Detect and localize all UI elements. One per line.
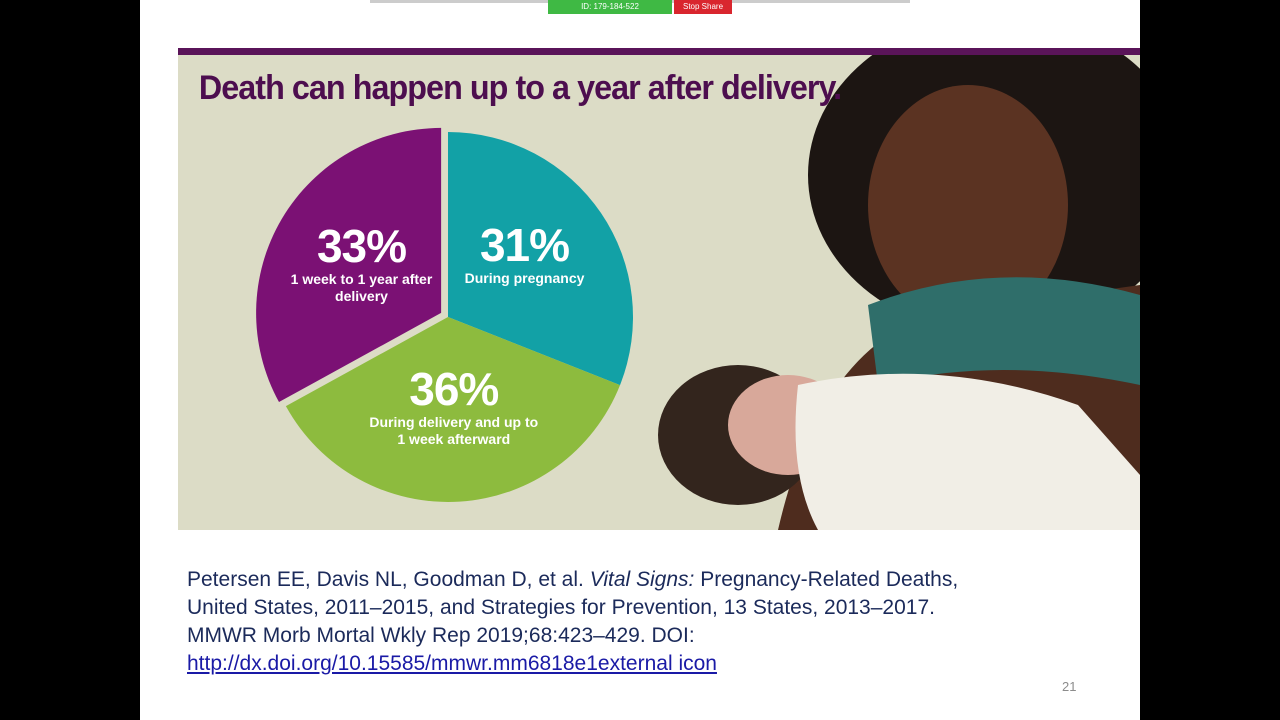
photo (658, 55, 1140, 530)
category-label: During pregnancy (464, 270, 585, 286)
authors: Petersen EE, Davis NL, Goodman D, et al. (187, 568, 584, 591)
chart-title: Death can happen up to a year after deli… (199, 69, 841, 107)
value-label: 36% (409, 363, 499, 416)
title-part: Pregnancy-Related Deaths, (700, 568, 959, 591)
slide-number: 21 (1062, 679, 1077, 694)
pie-slice (256, 127, 442, 403)
chart: Death can happen up to a year after deli… (178, 55, 1140, 530)
citation-line: MMWR Morb Mortal Wkly Rep 2019;68:423–42… (187, 624, 695, 647)
doi-link[interactable]: http://dx.doi.org/10.15585/mmwr.mm6818e1… (187, 652, 717, 675)
slice-label: 33% 1 week to 1 year after delivery (276, 221, 446, 305)
citation-line: Petersen EE, Davis NL, Goodman D, et al.… (187, 566, 958, 594)
stop-share-button[interactable]: Stop Share (674, 0, 732, 14)
journal: Vital Signs: (589, 568, 695, 591)
pie-slice (448, 132, 633, 386)
category-label: During delivery and up to 1 week afterwa… (369, 414, 539, 448)
value-label: 31% (479, 219, 570, 271)
citation-line: United States, 2011–2015, and Strategies… (187, 596, 935, 619)
value-label: 33% (316, 219, 407, 272)
citation: Petersen EE, Davis NL, Goodman D, et al.… (187, 566, 958, 678)
meeting-id[interactable]: ID: 179-184-522 (548, 0, 672, 14)
citation-line: http://dx.doi.org/10.15585/mmwr.mm6818e1… (187, 650, 958, 678)
rule (178, 48, 1140, 55)
slice-label: 31% During pregnancy (440, 220, 610, 287)
slice-label: 36% During delivery and up to 1 week afte… (369, 364, 539, 448)
category-label: 1 week to 1 year after delivery (290, 270, 433, 304)
pie-slice (285, 317, 621, 502)
